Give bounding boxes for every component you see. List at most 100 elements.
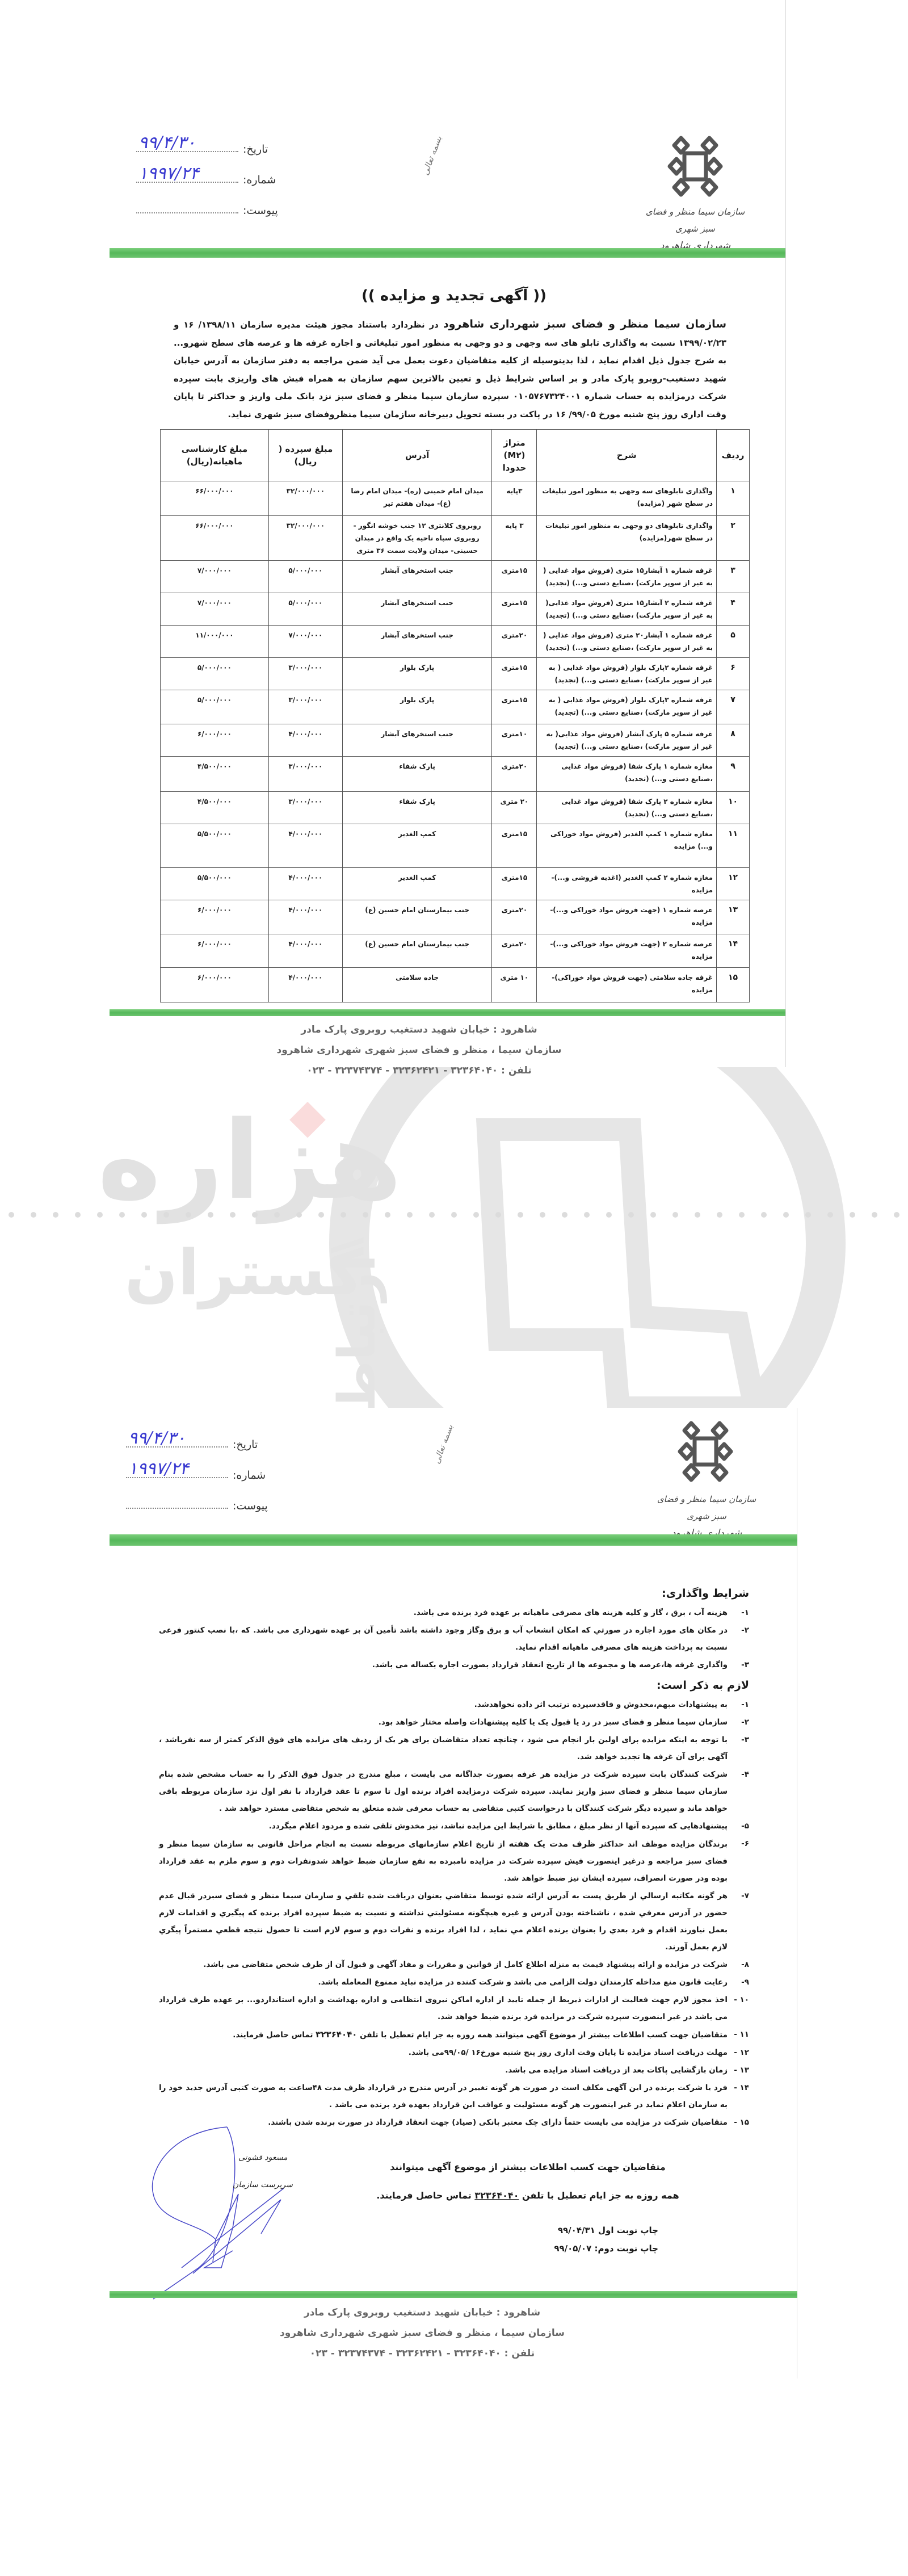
watermark-dot (805, 1212, 811, 1218)
condition-text: شرکت در مزایده و ارائه پیشنهاد قیمت به م… (203, 1960, 728, 1969)
watermark-dot (75, 1212, 81, 1218)
description-cell: عرصه شماره ۱ (جهت فروش مواد خوراکی و...)… (536, 900, 717, 934)
address-cell: کمپ الغدیر (342, 824, 493, 868)
row-number-cell: ۴ (716, 593, 750, 626)
condition-text: متقاضیان شرکت در مزایده می بایست حتماً د… (268, 2118, 728, 2127)
col-header-deposit: مبلغ سپرده ( ریال) (268, 429, 343, 481)
deposit-cell: ۴/۰۰۰/۰۰۰ (268, 967, 343, 1002)
watermark-dot (827, 1212, 833, 1218)
page2-content: شرایط واگذاری: ۱- هزینه آب ، برق ، گاز و … (148, 1584, 749, 2319)
condition-text: در مکان های مورد اجاره در صورتي که امکان… (159, 1626, 728, 1652)
date-dots: ۹۹/۴/۳۰ (136, 128, 238, 153)
area-cell: ۲۰ متری (491, 791, 537, 824)
footer-green-bar-page2 (110, 2291, 797, 2298)
table-row: ۱ واگذاری تابلوهای سه وجهی به منظور امور … (160, 481, 750, 516)
number-handwritten-page2: ۱۹۹۷/۲۴ (128, 1459, 189, 1479)
watermark-dot (186, 1212, 191, 1218)
condition-item: ۱- هزینه آب ، برق ، گاز و کلیه هزینه های … (159, 1604, 749, 1621)
condition-text: رعایت قانون منع مداخله کارمندان دولت الز… (318, 1978, 728, 1987)
number-field: شماره: ۱۹۹۷/۲۴ (136, 161, 276, 186)
description-cell: مغازه شماره ۲ کمپ الغدیر (اغذیه فروشی و.… (536, 867, 717, 900)
area-cell: ۱۰ متری (491, 967, 537, 1002)
condition-text: هر گونه مکاتبه ارسالي از طريق پست به آدر… (159, 1891, 728, 1952)
knot-emblem-icon (678, 1421, 733, 1482)
closing-column: متقاضیان جهت کسب اطلاعات بیشتر از موضوع … (369, 2132, 749, 2319)
condition-item: ۸- شرکت در مزایده و ارائه پیشنهاد قیمت به… (159, 1956, 749, 1973)
description-cell: غرفه شماره ۲پارک بلوار (فروش مواد غذایی … (536, 657, 717, 690)
deposit-cell: ۴/۰۰۰/۰۰۰ (268, 900, 343, 934)
col-header-area: متراژ (M۲) حدودا (491, 429, 537, 481)
address-cell: جنب استخرهای آبشار (342, 560, 493, 593)
monthly-appraisal-cell: ۶۶/۰۰۰/۰۰۰ (160, 481, 269, 516)
address-cell: پارک شفاء (342, 791, 493, 824)
condition-number: ۲- (741, 1626, 749, 1635)
condition-number: ۳- (741, 1735, 749, 1744)
page1-right-edge (785, 0, 786, 1067)
number-label: شماره: (233, 1469, 266, 1482)
monthly-appraisal-cell: ۷/۰۰۰/۰۰۰ (160, 593, 269, 626)
org-line-1: سازمان سیما منظر و فضای سبز شهری (657, 1494, 756, 1521)
condition-item: ۱۱ - متقاضیان جهت کسب اطلاعات بیشتر از مو… (159, 2026, 749, 2044)
condition-emphasis: ۳۲۳۶۴۰۴۰ (316, 2029, 358, 2040)
table-row: ۲ واگذاری تابلوهای دو وجهی به منظور امور … (160, 515, 750, 561)
org-name-calligraphy: سازمان سیما منظر و فضای سبز شهری شهرداری… (641, 203, 749, 254)
area-cell: ۱۵متری (491, 824, 537, 868)
monthly-appraisal-cell: ۴/۵۰۰/۰۰۰ (160, 791, 269, 824)
watermark-inner-shape (476, 1118, 767, 1408)
condition-item: ۱۳ - زمان بازگشایی پاکات بعد از دریافت اس… (159, 2062, 749, 2079)
row-number-cell: ۵ (716, 625, 750, 658)
watermark-dot (53, 1212, 58, 1218)
monthly-appraisal-cell: ۵/۵۰۰/۰۰۰ (160, 867, 269, 900)
number-field-page2: شماره: ۱۹۹۷/۲۴ (126, 1457, 266, 1482)
area-cell: ۱۵متری (491, 657, 537, 690)
condition-number: ۱۵ - (734, 2118, 749, 2127)
address-cell: میدان امام خمینی (ره)- میدان امام رضا (ع… (342, 481, 493, 516)
watermark-ring (329, 1067, 846, 1408)
watermark-dot (628, 1212, 634, 1218)
attachment-field-page2: پیوست: (126, 1487, 268, 1512)
footer-org: سازمان سیما ، منظر و فضای سبز شهری شهردا… (280, 2327, 565, 2339)
number-dots: ۱۹۹۷/۲۴ (126, 1454, 228, 1479)
watermark-dot (208, 1212, 213, 1218)
header-green-bar-page2 (110, 1534, 797, 1546)
condition-text-part: برندگان مزایده موظف اند حداکثر (595, 1840, 728, 1849)
watermark-dot (584, 1212, 590, 1218)
condition-text: هزینه آب ، برق ، گاز و کلیه هزینه های مص… (413, 1608, 728, 1617)
condition-number: ۶- (741, 1839, 749, 1848)
row-number-cell: ۱۴ (716, 934, 750, 968)
monthly-appraisal-cell: ۶/۰۰۰/۰۰۰ (160, 934, 269, 968)
deposit-cell: ۴/۰۰۰/۰۰۰ (268, 824, 343, 868)
condition-text-part: از تاریخ اعلام سازمانهای مربوطه نسبت به … (159, 1840, 728, 1883)
attachment-label: پیوست: (243, 204, 278, 217)
monthly-appraisal-cell: ۱۱/۰۰۰/۰۰۰ (160, 625, 269, 658)
watermark-dot (695, 1212, 700, 1218)
description-cell: مغازه شماره ۲ پارک شفا (فروش مواد غذایی … (536, 791, 717, 824)
condition-text: اخذ مجوز لازم جهت فعالیت از ادارات ذیربط… (159, 1995, 728, 2021)
closing-line-2: همه روزه به جز ایام تعطیل با تلفن ۳۲۳۶۴۰… (369, 2181, 687, 2210)
watermark-dot (872, 1212, 877, 1218)
condition-item: ۲- سازمان سیما منظر و فضای سبز در رد یا ق… (159, 1714, 749, 1731)
watermark-dot (850, 1212, 855, 1218)
watermark-dot (340, 1212, 346, 1218)
watermark-dot (141, 1212, 147, 1218)
condition-number: ۱- (741, 1700, 749, 1709)
footer-green-bar-page1 (110, 1009, 785, 1016)
watermark-dot (429, 1212, 435, 1218)
watermark-dot (163, 1212, 169, 1218)
table-row: ۱۲ مغازه شماره ۲ کمپ الغدیر (اغذیه فروشی … (160, 867, 750, 900)
watermark-text-3: ارتباط (327, 1255, 387, 1408)
area-cell: ۳ پایه (491, 515, 537, 561)
watermark-dotted-line (9, 1212, 899, 1218)
section-title-notes: لازم به ذکر است: (656, 1679, 749, 1692)
condition-text: به پیشنهادات مبهم،مخدوش و فاقدسپرده ترتی… (474, 1700, 728, 1709)
watermark-dot (9, 1212, 14, 1218)
deposit-cell: ۳۲/۰۰۰/۰۰۰ (268, 481, 343, 516)
address-cell: جنب استخرهای آبشار (342, 593, 493, 626)
closing-line-1: متقاضیان جهت کسب اطلاعات بیشتر از موضوع … (390, 2162, 666, 2172)
closing-phone: ۳۲۳۶۴۰۴۰ (474, 2190, 519, 2201)
row-number-cell: ۷ (716, 690, 750, 724)
address-cell: جاده سلامتی (342, 967, 493, 1002)
knot-emblem-icon (667, 136, 723, 197)
address-cell: روبروی کلانتری ۱۲ جنب خوشه انگور - روبرو… (342, 515, 493, 561)
condition-text: شرکت کنندگان بابت سپرده شرکت در مزایده ه… (159, 1770, 728, 1813)
